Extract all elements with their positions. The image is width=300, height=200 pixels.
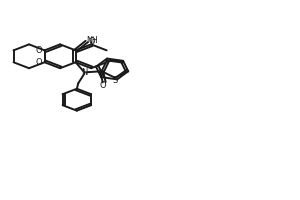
Text: O: O bbox=[88, 37, 95, 46]
Text: O: O bbox=[99, 81, 106, 90]
Text: NH: NH bbox=[87, 36, 98, 45]
Text: S: S bbox=[113, 76, 118, 85]
Text: O: O bbox=[36, 58, 43, 67]
Text: O: O bbox=[36, 46, 43, 55]
Text: N: N bbox=[81, 68, 88, 77]
